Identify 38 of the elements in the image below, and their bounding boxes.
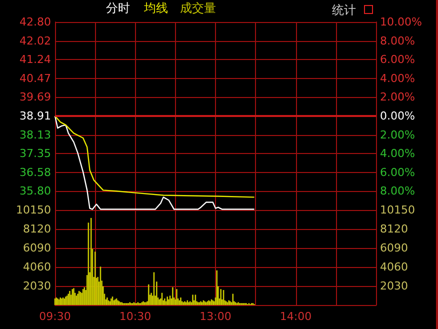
y2-tick-label: 8.00% xyxy=(380,184,415,198)
x-tick-label: 14:00 xyxy=(280,310,312,323)
y-tick-label: 8120 xyxy=(23,222,51,236)
y2-tick-label: 6.00% xyxy=(380,166,415,179)
y-tick-label: 10150 xyxy=(16,204,51,216)
text: 统计 xyxy=(332,3,356,17)
y2-tick-label: 8.00% xyxy=(380,34,415,48)
y-tick-label: 4060 xyxy=(23,260,51,274)
y2-tick-label: 6090 xyxy=(380,242,408,254)
y2-tick-label: 4.00% xyxy=(380,72,415,85)
y-tick-label: 42.80 xyxy=(20,16,51,28)
text: 分时 xyxy=(106,1,130,15)
y-tick-label: 42.02 xyxy=(20,34,51,48)
y-tick-label: 36.58 xyxy=(20,166,51,179)
y2-tick-label: 2.00% xyxy=(380,90,415,104)
y2-tick-label: 0.00% xyxy=(380,110,415,122)
y2-tick-label: 10.00% xyxy=(380,16,422,28)
y2-tick-label: 6.00% xyxy=(380,53,415,66)
text: 均线 xyxy=(143,1,168,15)
y-tick-label: 40.47 xyxy=(20,72,51,85)
text: 成交量 xyxy=(180,1,216,15)
y2-tick-label: 4.00% xyxy=(380,147,415,160)
y-tick-label: 37.35 xyxy=(20,147,51,160)
y-tick-label: 35.80 xyxy=(20,184,51,198)
y-tick-label: 6090 xyxy=(23,242,51,254)
y-tick-label: 38.91 xyxy=(20,110,51,122)
y-tick-label: 38.13 xyxy=(20,128,51,142)
y-tick-label: 41.24 xyxy=(20,53,51,66)
y2-tick-label: 8120 xyxy=(380,222,408,236)
y-tick-label: 2030 xyxy=(23,280,51,292)
x-tick-label: 13:00 xyxy=(200,310,232,323)
y2-tick-label: 4060 xyxy=(380,260,408,274)
y-tick-label: 39.69 xyxy=(20,90,51,104)
x-tick-label: 09:30 xyxy=(39,310,71,323)
y2-tick-label: 2030 xyxy=(380,280,408,292)
x-tick-label: 10:30 xyxy=(119,310,152,323)
y2-tick-label: 2.00% xyxy=(380,128,415,142)
y2-tick-label: 10150 xyxy=(380,204,415,216)
